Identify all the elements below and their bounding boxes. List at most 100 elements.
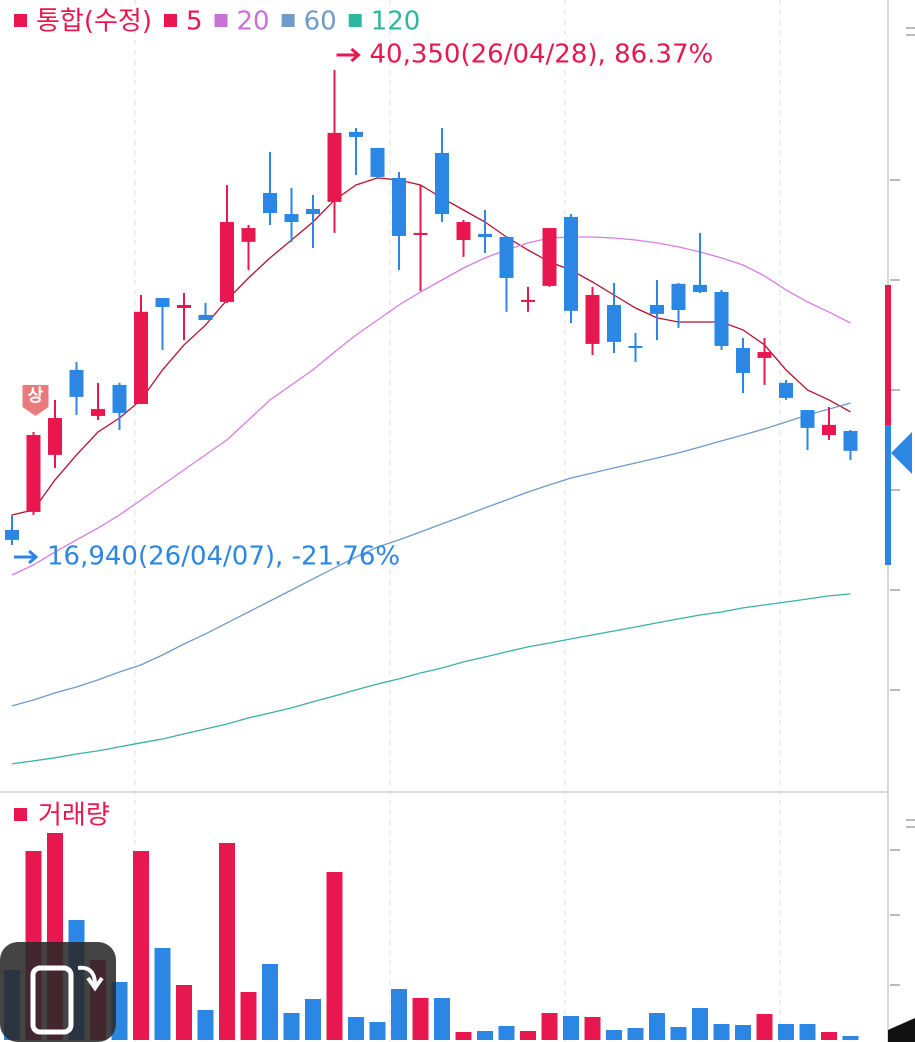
price-panel: 40,350(26/04/28), 86.37% 16,940(26/04/07)… — [5, 40, 858, 765]
candle-body — [306, 208, 320, 215]
legend-swatch — [14, 14, 27, 27]
legend-label: 통합(수정) — [36, 7, 152, 37]
candle-body — [714, 291, 729, 346]
legend-swatch — [348, 14, 362, 27]
candle-body — [693, 284, 707, 292]
volume-bar — [821, 1032, 837, 1040]
volume-bar — [627, 1028, 644, 1040]
volume-bar — [842, 1036, 859, 1040]
candle-body — [650, 304, 664, 314]
candle-body — [48, 417, 62, 455]
candle-body — [69, 369, 84, 397]
candle-body — [134, 311, 148, 404]
volume-bar — [412, 998, 429, 1040]
candle-body — [499, 236, 514, 278]
volume-bar — [649, 1013, 665, 1040]
candle-body — [413, 232, 428, 235]
volume-bar — [455, 1032, 472, 1040]
volume-bar — [283, 1013, 300, 1040]
volume-bar — [520, 1031, 536, 1040]
candle-body — [456, 221, 471, 241]
price-range-down — [885, 425, 891, 565]
candle-body — [241, 228, 256, 242]
legend-label: 120 — [371, 7, 421, 37]
volume-panel: 거래량 — [4, 801, 859, 1040]
candle-body — [779, 382, 793, 398]
volume-title: 거래량 — [38, 801, 110, 831]
volume-bar — [756, 1014, 773, 1040]
volume-bar — [670, 1027, 687, 1040]
rotate-button-bg[interactable] — [0, 942, 116, 1042]
volume-bar — [498, 1026, 515, 1040]
candle-body — [263, 192, 277, 214]
candle-body — [628, 345, 643, 348]
volume-bar — [391, 989, 407, 1040]
candle-body — [478, 233, 492, 237]
candle-body — [155, 298, 170, 307]
volume-bar — [305, 999, 321, 1040]
volume-bar — [541, 1013, 558, 1040]
annotation-label: 16,940(26/04/07), -21.76% — [47, 542, 400, 572]
volume-bar — [735, 1025, 751, 1040]
price-range-up — [885, 285, 891, 425]
candle-body — [349, 131, 363, 137]
candle-body — [284, 214, 299, 222]
volume-bar — [369, 1022, 386, 1040]
candle-body — [607, 304, 621, 342]
rotate-button[interactable] — [0, 942, 116, 1042]
moving-average-line — [11, 593, 851, 765]
volume-bar — [176, 985, 192, 1040]
volume-bar — [692, 1008, 708, 1040]
legend-swatch — [163, 14, 177, 27]
candle-body — [521, 299, 535, 302]
volume-bar — [154, 948, 171, 1040]
candle-body — [585, 295, 600, 344]
legend: 통합(수정) 5 20 60 120 — [14, 7, 420, 37]
candle-body — [822, 424, 836, 436]
rotate-arrow-icon — [77, 965, 104, 992]
candle-body — [392, 177, 406, 236]
volume-bar — [262, 964, 278, 1040]
candle-body — [843, 430, 858, 451]
limit-badge — [22, 384, 49, 416]
candle-body — [757, 352, 772, 358]
candle-body — [800, 410, 815, 428]
volume-bar — [219, 843, 235, 1040]
volume-bar — [778, 1024, 794, 1040]
legend-label: 5 — [186, 7, 203, 37]
phone-icon — [30, 965, 74, 1035]
annotation-arrow — [14, 549, 39, 565]
moving-average-line — [11, 236, 851, 576]
legend-label: 20 — [237, 7, 270, 37]
candle-body — [26, 435, 41, 512]
candle-body — [671, 283, 686, 311]
candle-body — [112, 384, 127, 413]
volume-bar — [477, 1031, 493, 1040]
volume-bar — [348, 1017, 364, 1040]
volume-legend-swatch — [14, 808, 27, 821]
candle-body — [370, 147, 385, 177]
candle-body — [564, 216, 578, 311]
annotation-label: 40,350(26/04/28), 86.37% — [370, 40, 714, 70]
volume-bar — [197, 1010, 214, 1040]
candle-body — [198, 314, 213, 320]
candle-body — [435, 152, 449, 215]
volume-bar — [563, 1016, 579, 1040]
volume-bar — [133, 851, 149, 1040]
legend-label: 60 — [304, 7, 337, 37]
legend-swatch — [281, 14, 295, 27]
legend-swatch — [214, 14, 228, 27]
annotation-arrow — [336, 47, 361, 63]
corner-handle — [888, 1018, 915, 1042]
candle-body — [736, 347, 750, 373]
candle-body — [91, 409, 105, 416]
candle-body — [177, 304, 191, 309]
candle-body — [220, 221, 234, 302]
volume-bar — [799, 1024, 816, 1040]
moving-average-line — [11, 177, 851, 516]
volume-bar — [606, 1030, 622, 1040]
candle-body — [327, 132, 342, 202]
